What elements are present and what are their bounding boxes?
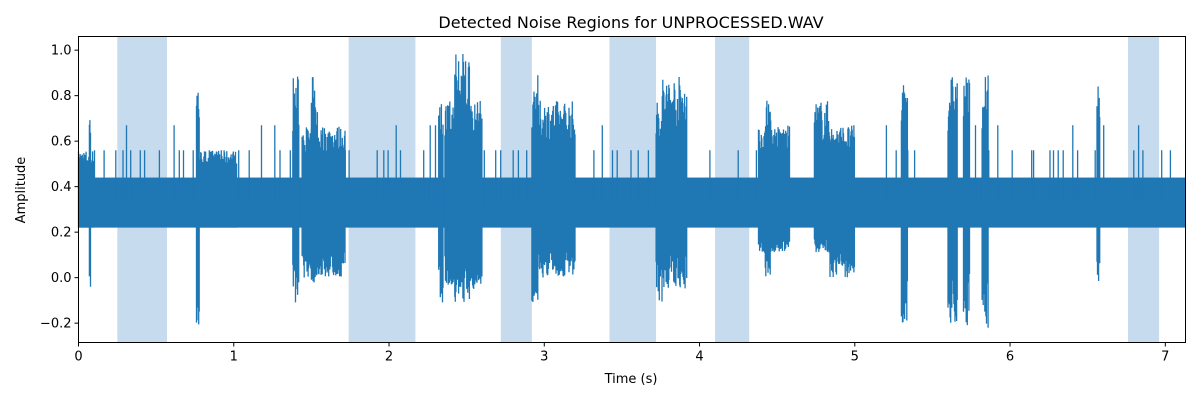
- y-tick-label: 0.6: [51, 135, 72, 150]
- y-tick-label: 0.2: [51, 226, 72, 241]
- y-tick-label: 1.0: [51, 44, 72, 59]
- y-tick-label: 0.0: [51, 271, 72, 286]
- x-tick-label: 6: [1006, 350, 1014, 365]
- plot-frame: [78, 36, 1186, 343]
- waveform-layer: [77, 54, 1186, 328]
- x-tick-label: 4: [695, 350, 703, 365]
- chart-title: Detected Noise Regions for UNPROCESSED.W…: [438, 13, 823, 32]
- x-tick-label: 1: [230, 350, 238, 365]
- plot-area: [77, 36, 1186, 343]
- x-tick-label: 3: [540, 350, 548, 365]
- waveform-baseline: [78, 177, 1186, 228]
- x-axis-label: Time (s): [604, 372, 658, 387]
- y-tick-label: −0.2: [40, 317, 72, 332]
- y-axis-label: Amplitude: [14, 157, 29, 224]
- y-tick-label: 0.4: [51, 180, 72, 195]
- x-tick-label: 2: [385, 350, 393, 365]
- x-axis: 0 1 2 3 4 5 6 7: [74, 342, 1169, 365]
- x-tick-label: 0: [74, 350, 82, 365]
- x-tick-label: 5: [851, 350, 859, 365]
- x-tick-label: 7: [1161, 350, 1169, 365]
- y-axis: −0.2 0.0 0.2 0.4 0.6 0.8 1.0: [40, 44, 79, 332]
- y-tick-label: 0.8: [51, 89, 72, 104]
